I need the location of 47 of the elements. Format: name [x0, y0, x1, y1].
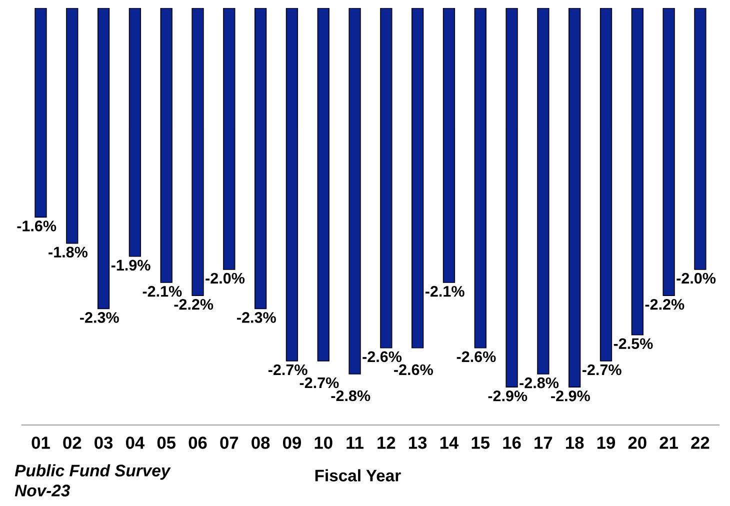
x-tick-label: 19 [597, 436, 616, 449]
data-label: -2.0% [676, 272, 716, 284]
data-label: -2.9% [488, 390, 528, 402]
data-label: -2.8% [520, 377, 559, 388]
data-label: -1.8% [48, 246, 88, 258]
data-label: -2.7% [268, 364, 308, 376]
data-label: -2.7% [300, 377, 339, 388]
x-tick-label: 08 [252, 436, 270, 449]
x-tick-label: 13 [409, 436, 427, 449]
x-tick-label: 07 [220, 436, 238, 449]
x-tick-label: 06 [188, 436, 207, 449]
x-tick-label: 21 [660, 436, 678, 449]
data-label: -2.0% [206, 272, 245, 284]
data-label: -2.8% [331, 390, 370, 402]
x-tick-label: 09 [283, 436, 301, 449]
data-label: -2.2% [174, 298, 214, 310]
data-label: -2.3% [80, 312, 119, 323]
x-tick-label: 20 [628, 436, 646, 449]
data-label: -2.1% [425, 286, 464, 297]
x-tick-label: 22 [691, 436, 710, 449]
text: Public Fund Survey [14, 464, 171, 480]
x-tick-label: 17 [534, 436, 552, 449]
data-label: -2.6% [394, 364, 433, 376]
x-tick-label: 14 [440, 436, 459, 449]
x-tick-label: 12 [378, 436, 396, 449]
text: Nov-23 [14, 484, 70, 496]
x-tick-label: 01 [32, 436, 50, 449]
data-label: -2.3% [237, 312, 276, 323]
data-label: -1.9% [111, 260, 150, 271]
data-label: -2.6% [362, 351, 402, 362]
x-tick-label: 16 [503, 436, 521, 449]
data-label: -1.6% [17, 220, 56, 232]
x-tick-label: 04 [126, 436, 145, 449]
data-label: -2.6% [456, 351, 496, 362]
x-tick-label: 03 [94, 436, 113, 449]
x-tick-label: 15 [472, 436, 490, 449]
data-label: -2.9% [551, 390, 590, 402]
x-axis-title: Fiscal Year [315, 469, 401, 482]
data-label: -2.7% [582, 364, 622, 376]
data-label: -2.2% [645, 298, 684, 310]
x-tick-label: 10 [314, 436, 332, 449]
x-tick-label: 18 [566, 436, 584, 449]
x-tick-label: 11 [346, 436, 364, 449]
data-label: -2.5% [614, 338, 653, 350]
data-label: -2.1% [142, 286, 182, 297]
x-tick-label: 05 [157, 436, 176, 449]
x-tick-label: 02 [63, 436, 82, 449]
